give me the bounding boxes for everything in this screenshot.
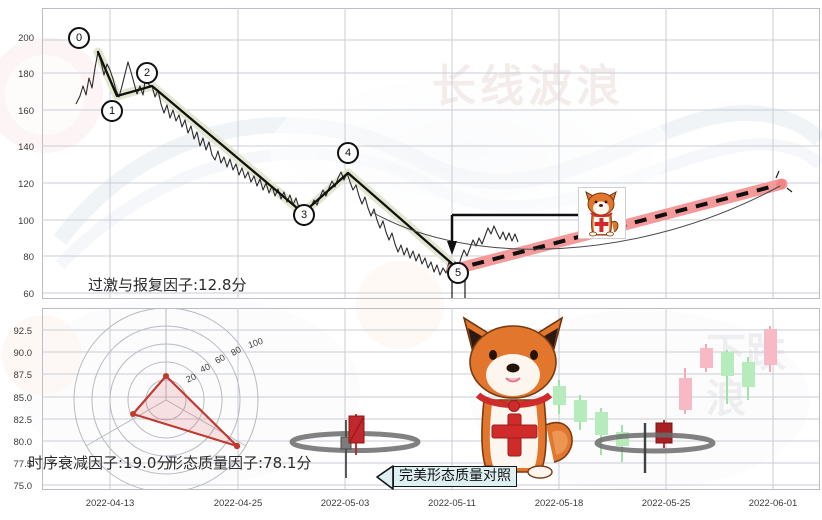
bottom-ytick-82-5: 82.5 <box>13 415 33 426</box>
top-ytick-200: 200 <box>18 33 34 44</box>
candle-series-right <box>553 326 777 462</box>
factor-shape-quality-label: 形态质量因子:78.1分 <box>168 454 312 472</box>
candle-highlight-left <box>348 414 365 455</box>
top-ytick-80: 80 <box>23 252 34 263</box>
bottom-ytick-85-0: 85.0 <box>13 393 33 404</box>
radar-spokes <box>85 308 247 447</box>
shiba-inu-icon <box>578 187 626 239</box>
wave-trend-lines <box>96 50 459 270</box>
xtick-2: 2022-05-03 <box>320 498 370 509</box>
spotlight-ellipse-right <box>594 432 716 454</box>
bottom-ytick-92-5: 92.5 <box>13 326 33 337</box>
wave-label-2: 2 <box>136 62 158 84</box>
factor-overreaction-label: 过激与报复因子:12.8分 <box>88 276 247 294</box>
top-ytick-120: 120 <box>18 179 34 190</box>
wave-label-5: 5 <box>447 262 469 284</box>
xtick-3: 2022-05-11 <box>428 498 476 509</box>
measure-bracket <box>450 213 580 243</box>
projection-endpoint-tick <box>775 170 793 193</box>
guide-arc <box>371 185 781 250</box>
bottom-ytick-80-0: 80.0 <box>13 437 33 448</box>
top-chart-grid <box>42 8 820 299</box>
top-ytick-140: 140 <box>18 142 34 153</box>
radar-vertices <box>130 373 241 450</box>
top-ytick-180: 180 <box>18 69 34 80</box>
radar-polygon <box>131 374 239 448</box>
radar-rings <box>73 308 259 490</box>
xtick-5: 2022-05-25 <box>641 498 691 509</box>
top-ytick-60: 60 <box>23 289 34 300</box>
shiba-inu-large-icon <box>448 310 583 485</box>
bottom-ytick-75-0: 75.0 <box>13 481 33 492</box>
xtick-0: 2022-04-13 <box>85 498 135 509</box>
wave-label-0: 0 <box>68 27 90 49</box>
bottom-ytick-87-5: 87.5 <box>13 370 33 381</box>
factor-time-decay-label: 时序衰减因子:19.0分 <box>28 454 172 472</box>
wave-label-4: 4 <box>337 142 359 164</box>
xtick-4: 2022-05-18 <box>534 498 584 509</box>
callout-perfect-pattern: 完美形态质量对照 <box>393 466 517 487</box>
xtick-1: 2022-04-25 <box>213 498 263 509</box>
wave-label-3: 3 <box>293 204 315 226</box>
bottom-ytick-77-5: 77.5 <box>13 459 33 470</box>
callout-arrow <box>376 465 394 490</box>
xtick-6: 2022-06-01 <box>748 498 798 509</box>
wave-label-1: 1 <box>101 100 123 122</box>
factor-radar-chart <box>73 308 259 490</box>
top-ytick-160: 160 <box>18 106 34 117</box>
bottom-ytick-90-0: 90.0 <box>13 348 33 359</box>
measure-arrow-head <box>447 241 457 255</box>
top-ytick-100: 100 <box>18 216 34 227</box>
